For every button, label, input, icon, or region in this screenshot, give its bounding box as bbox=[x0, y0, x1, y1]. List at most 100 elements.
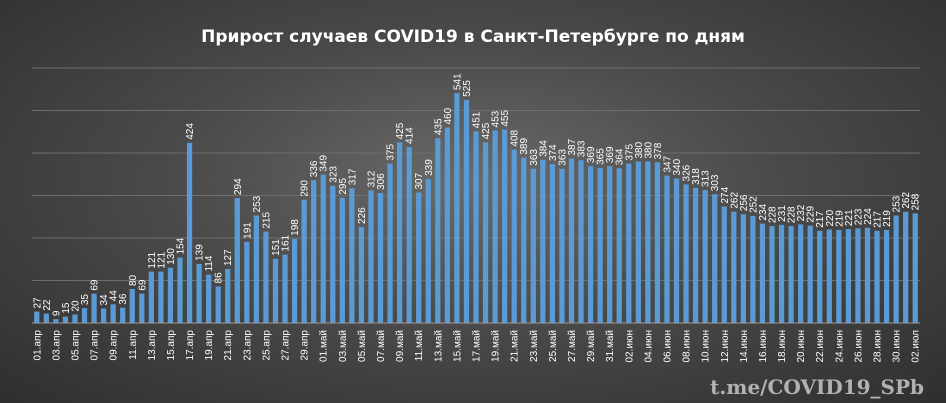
data-label: 290 bbox=[300, 180, 311, 197]
x-tick-label: 23.апр bbox=[242, 330, 253, 361]
x-tick-label: 29.май bbox=[586, 330, 597, 362]
x-tick-label: 23.май bbox=[529, 330, 540, 362]
bar bbox=[492, 130, 498, 323]
bar bbox=[158, 271, 164, 323]
data-label: 253 bbox=[892, 195, 903, 212]
data-label: 228 bbox=[768, 206, 779, 223]
bar bbox=[377, 192, 384, 323]
bar bbox=[607, 166, 613, 323]
bar bbox=[196, 263, 202, 323]
bar bbox=[43, 313, 49, 323]
data-label: 414 bbox=[405, 127, 416, 144]
bar bbox=[368, 190, 374, 323]
data-label: 20 bbox=[70, 300, 81, 312]
data-label: 256 bbox=[739, 194, 750, 211]
bar bbox=[330, 185, 336, 323]
x-tick-label: 07.апр bbox=[90, 330, 101, 361]
data-label: 294 bbox=[233, 178, 244, 195]
bar bbox=[53, 319, 59, 323]
data-label: 374 bbox=[548, 144, 559, 161]
bar bbox=[798, 224, 804, 323]
data-label: 384 bbox=[538, 140, 549, 157]
bar bbox=[244, 241, 250, 323]
bar bbox=[664, 175, 670, 323]
bar bbox=[253, 215, 260, 323]
bar bbox=[731, 211, 737, 323]
data-label: 44 bbox=[109, 290, 120, 302]
bar bbox=[186, 142, 193, 323]
bar bbox=[167, 267, 174, 323]
data-label: 365 bbox=[596, 148, 607, 165]
data-label: 139 bbox=[195, 244, 206, 261]
data-label: 349 bbox=[319, 155, 330, 172]
bar bbox=[81, 308, 88, 323]
x-tick-label: 24.июн bbox=[834, 330, 845, 363]
bar bbox=[139, 293, 145, 323]
bar bbox=[635, 161, 641, 323]
data-label: 262 bbox=[901, 192, 912, 209]
bar bbox=[817, 230, 823, 323]
data-label: 234 bbox=[758, 203, 769, 220]
data-label: 408 bbox=[510, 129, 521, 146]
data-label: 389 bbox=[519, 138, 530, 155]
bar bbox=[206, 274, 212, 323]
bar bbox=[645, 161, 651, 323]
data-label: 312 bbox=[366, 170, 377, 187]
data-label: 191 bbox=[242, 222, 253, 239]
x-tick-label: 28.июн bbox=[873, 330, 884, 363]
x-tick-label: 11.апр bbox=[128, 330, 139, 360]
data-label: 453 bbox=[491, 110, 502, 127]
x-tick-label: 21.апр bbox=[223, 330, 234, 361]
data-label: 455 bbox=[500, 110, 511, 127]
bar bbox=[511, 149, 517, 323]
bar bbox=[855, 228, 861, 323]
x-tick-label: 17.май bbox=[472, 330, 483, 362]
x-tick-label: 30.июн bbox=[892, 330, 903, 363]
x-tick-label: 02.июн bbox=[624, 330, 635, 363]
bar bbox=[568, 158, 575, 323]
bar bbox=[215, 286, 221, 323]
data-label: 364 bbox=[615, 148, 626, 165]
data-label: 121 bbox=[156, 251, 167, 268]
data-label: 229 bbox=[806, 206, 817, 223]
data-label: 435 bbox=[433, 118, 444, 135]
data-label: 69 bbox=[90, 279, 101, 291]
bar bbox=[234, 198, 240, 323]
bar bbox=[912, 213, 918, 323]
x-tick-label: 26.июн bbox=[853, 330, 864, 363]
bar bbox=[549, 164, 556, 323]
bar bbox=[836, 229, 842, 323]
data-label: 231 bbox=[777, 205, 788, 222]
bar bbox=[91, 293, 97, 323]
bar bbox=[559, 168, 565, 323]
bar bbox=[826, 229, 832, 323]
bar bbox=[282, 254, 288, 323]
data-label: 228 bbox=[787, 206, 798, 223]
bar bbox=[778, 224, 785, 323]
bar bbox=[683, 184, 689, 323]
bar bbox=[473, 131, 479, 323]
bar bbox=[339, 197, 345, 323]
bar bbox=[654, 162, 661, 323]
x-tick-label: 05.апр bbox=[70, 330, 81, 361]
x-tick-label: 03.май bbox=[338, 330, 349, 362]
bar bbox=[358, 226, 365, 323]
bar bbox=[864, 227, 871, 323]
data-label: 303 bbox=[710, 174, 721, 191]
x-tick-label: 03.апр bbox=[51, 330, 62, 361]
x-tick-label: 01.май bbox=[319, 330, 330, 362]
x-tick-labels: 01.апр 03.апр 05.апр 07.апр 09.апр 11.апр 13.а… bbox=[32, 330, 921, 363]
bar bbox=[769, 226, 775, 323]
x-tick-label: 11.май bbox=[414, 330, 425, 361]
data-label: 375 bbox=[624, 144, 635, 161]
x-tick-label: 13.май bbox=[433, 330, 444, 362]
data-label: 253 bbox=[252, 195, 263, 212]
chart-title: Прирост случаев COVID19 в Санкт-Петербур… bbox=[201, 27, 745, 47]
data-label: 219 bbox=[834, 210, 845, 227]
bar bbox=[320, 174, 326, 323]
data-label: 378 bbox=[653, 142, 664, 159]
data-label: 363 bbox=[557, 149, 568, 166]
bar bbox=[530, 168, 536, 323]
data-label: 252 bbox=[748, 196, 759, 213]
x-tick-label: 25.апр bbox=[261, 330, 272, 361]
